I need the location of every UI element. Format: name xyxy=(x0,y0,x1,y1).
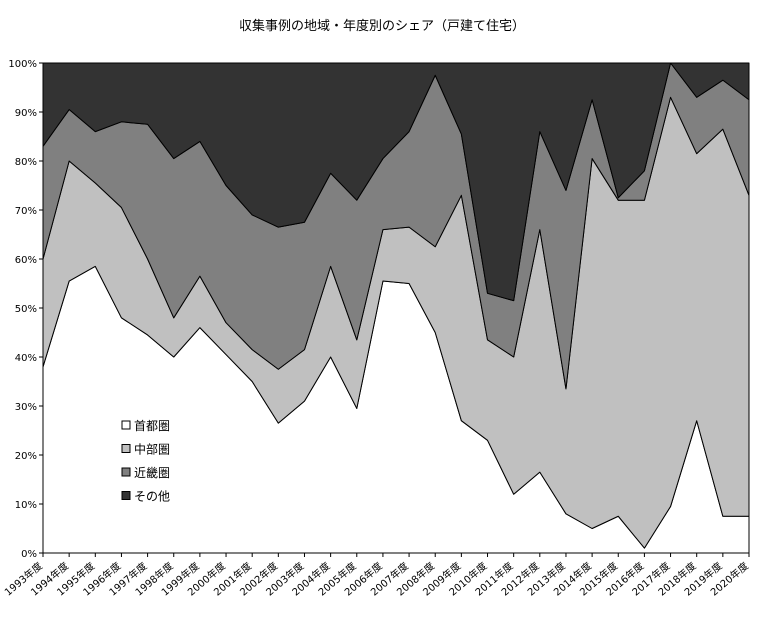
chart-title: 収集事例の地域・年度別のシェア（戸建て住宅） xyxy=(239,18,525,34)
legend-label: 首都圏 xyxy=(134,419,170,433)
area-series-3 xyxy=(42,62,750,302)
legend-label: 中部圏 xyxy=(134,442,170,457)
y-tick-label: 30% xyxy=(15,402,37,413)
y-tick-label: 100% xyxy=(8,59,37,70)
legend-swatch xyxy=(121,467,131,477)
y-tick-label: 50% xyxy=(15,304,37,315)
y-tick-label: 70% xyxy=(15,206,37,217)
y-tick-label: 20% xyxy=(15,451,37,462)
legend-swatch xyxy=(121,420,131,430)
legend-swatch xyxy=(121,491,131,500)
y-tick-label: 60% xyxy=(15,255,37,266)
y-tick-label: 40% xyxy=(15,353,37,364)
y-tick-label: 10% xyxy=(15,500,37,511)
y-tick-label: 80% xyxy=(15,157,37,168)
legend-label: その他 xyxy=(134,490,170,504)
legend-swatch xyxy=(121,444,131,453)
legend-label: 近畿圏 xyxy=(134,466,170,480)
stacked-areas xyxy=(42,62,750,554)
y-tick-label: 0% xyxy=(21,549,37,560)
y-tick-label: 90% xyxy=(15,108,37,119)
